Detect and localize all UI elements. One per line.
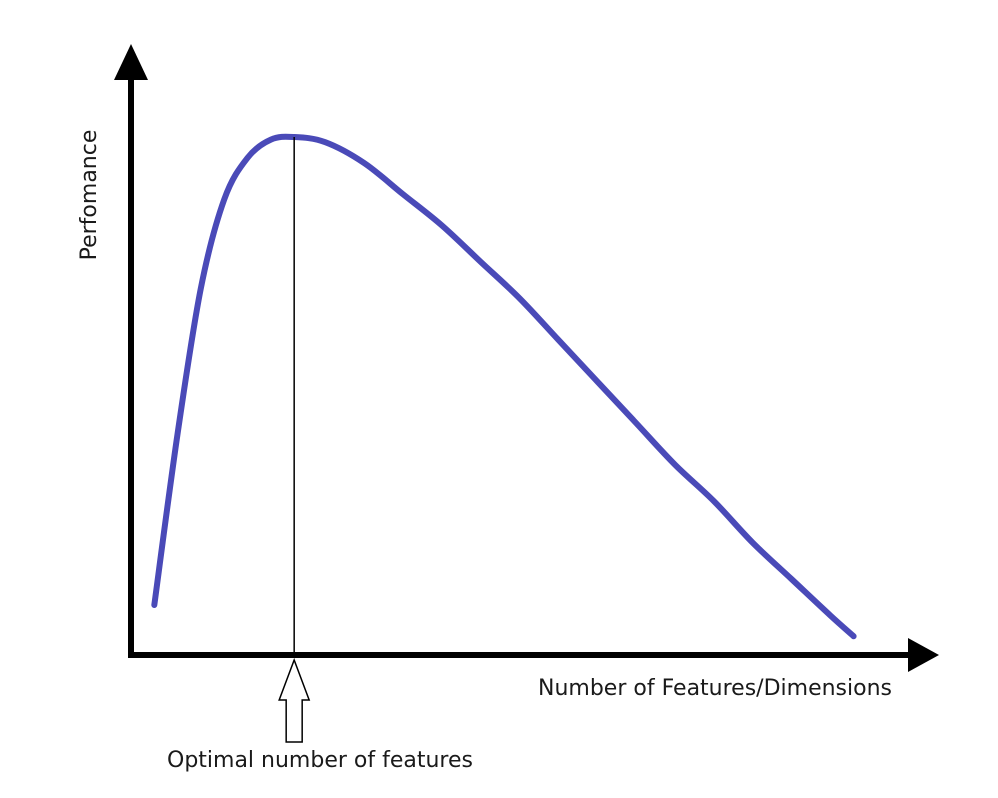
x-axis-label: Number of Features/Dimensions bbox=[538, 676, 892, 701]
y-axis-arrowhead bbox=[114, 44, 148, 80]
performance-curve bbox=[151, 133, 857, 640]
optimum-arrow-icon bbox=[278, 657, 311, 743]
x-axis-arrowhead bbox=[908, 638, 939, 672]
y-axis-label: Perfomance bbox=[77, 130, 102, 261]
optimum-annotation-label: Optimal number of features bbox=[167, 748, 473, 773]
